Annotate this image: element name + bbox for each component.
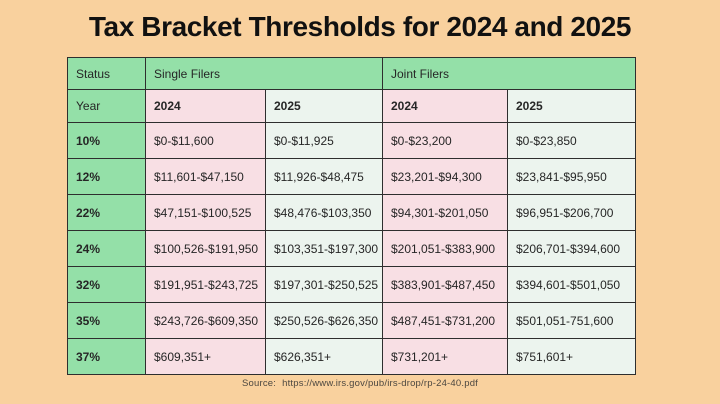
table-row: 22% $47,151-$100,525 $48,476-$103,350 $9… (67, 194, 637, 231)
bracket-cell: $206,701-$394,600 (506, 230, 637, 267)
bracket-cell: $0-$23,850 (506, 122, 637, 159)
bracket-cell: $626,351+ (265, 338, 383, 375)
page-title: Tax Bracket Thresholds for 2024 and 2025 (88, 11, 632, 42)
source-line: Source: https://www.irs.gov/pub/irs-drop/… (0, 378, 720, 389)
filing-status-header-row: Status Single Filers Joint Filers (67, 57, 637, 90)
bracket-cell: $487,451-$731,200 (382, 302, 508, 339)
bracket-cell: $394,601-$501,050 (506, 266, 637, 303)
bracket-cell: $23,201-$94,300 (382, 158, 508, 195)
rate-cell: 10% (67, 122, 146, 159)
table-row: 10% $0-$11,600 $0-$11,925 $0-$23,200 $0-… (67, 122, 637, 159)
rate-cell: 32% (67, 266, 146, 303)
bracket-cell: $191,951-$243,725 (145, 266, 266, 303)
table-row: 35% $243,726-$609,350 $250,526-$626,350 … (67, 302, 637, 339)
bracket-cell: $0-$11,600 (145, 122, 266, 159)
bracket-cell: $48,476-$103,350 (265, 194, 383, 231)
bracket-cell: $250,526-$626,350 (265, 302, 383, 339)
rate-cell: 12% (67, 158, 146, 195)
bracket-cell: $94,301-$201,050 (382, 194, 508, 231)
table-row: 37% $609,351+ $626,351+ $731,201+ $751,6… (67, 338, 637, 375)
bracket-cell: $103,351-$197,300 (265, 230, 383, 267)
bracket-cell: $23,841-$95,950 (506, 158, 637, 195)
tax-bracket-table: Status Single Filers Joint Filers Year 2… (67, 57, 637, 375)
bracket-cell: $96,951-$206,700 (506, 194, 637, 231)
bracket-cell: $0-$23,200 (382, 122, 508, 159)
bracket-cell: $0-$11,925 (265, 122, 383, 159)
bracket-cell: $197,301-$250,525 (265, 266, 383, 303)
year-label-cell: Year (67, 89, 146, 123)
status-header-cell: Status (67, 57, 146, 90)
rate-cell: 37% (67, 338, 146, 375)
source-label: Source: (241, 378, 277, 389)
table-row: 12% $11,601-$47,150 $11,926-$48,475 $23,… (67, 158, 637, 195)
year-cell-joint-2025: 2025 (506, 89, 637, 123)
bracket-cell: $731,201+ (382, 338, 508, 375)
bracket-cell: $100,526-$191,950 (145, 230, 266, 267)
bracket-cell: $11,926-$48,475 (265, 158, 383, 195)
bracket-cell: $501,051-751,600 (506, 302, 637, 339)
bracket-cell: $609,351+ (145, 338, 266, 375)
rate-cell: 22% (67, 194, 146, 231)
year-cell-single-2024: 2024 (145, 89, 266, 123)
year-header-row: Year 2024 2025 2024 2025 (67, 89, 637, 123)
single-filers-header-cell: Single Filers (145, 57, 383, 90)
rate-cell: 24% (67, 230, 146, 267)
year-cell-single-2025: 2025 (265, 89, 383, 123)
table-row: 32% $191,951-$243,725 $197,301-$250,525 … (67, 266, 637, 303)
joint-filers-header-cell: Joint Filers (381, 57, 637, 90)
bracket-cell: $201,051-$383,900 (382, 230, 508, 267)
bracket-cell: $11,601-$47,150 (145, 158, 266, 195)
bracket-cell: $383,901-$487,450 (382, 266, 508, 303)
table-row: 24% $100,526-$191,950 $103,351-$197,300 … (67, 230, 637, 267)
bracket-cell: $47,151-$100,525 (145, 194, 266, 231)
rate-cell: 35% (67, 302, 146, 339)
bracket-cell: $243,726-$609,350 (145, 302, 266, 339)
source-url: https://www.irs.gov/pub/irs-drop/rp-24-4… (282, 378, 479, 389)
bracket-cell: $751,601+ (506, 338, 637, 375)
year-cell-joint-2024: 2024 (382, 89, 508, 123)
